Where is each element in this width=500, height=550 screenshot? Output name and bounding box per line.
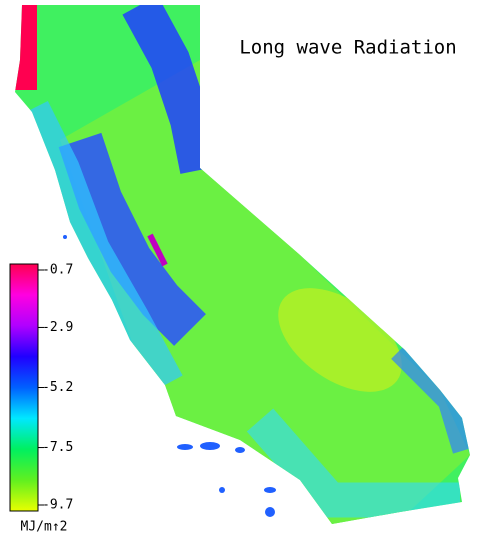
colorbar-tick-label: -2.9 [42, 320, 73, 335]
colorbar-tick-label: -7.5 [42, 440, 73, 455]
colorbar-tick-label: -5.2 [42, 380, 73, 395]
colorbar-tick-label: -0.7 [42, 263, 73, 278]
islands [63, 235, 276, 517]
colorbar-scale [9, 263, 39, 512]
colorbar-unit: MJ/m↑2 [21, 520, 68, 535]
colorbar-tick-label: -9.7 [42, 498, 73, 513]
map-title: Long wave Radiation [239, 37, 456, 59]
colorbar: -0.7 -2.9 -5.2 -7.5 -9.7 [9, 263, 73, 513]
